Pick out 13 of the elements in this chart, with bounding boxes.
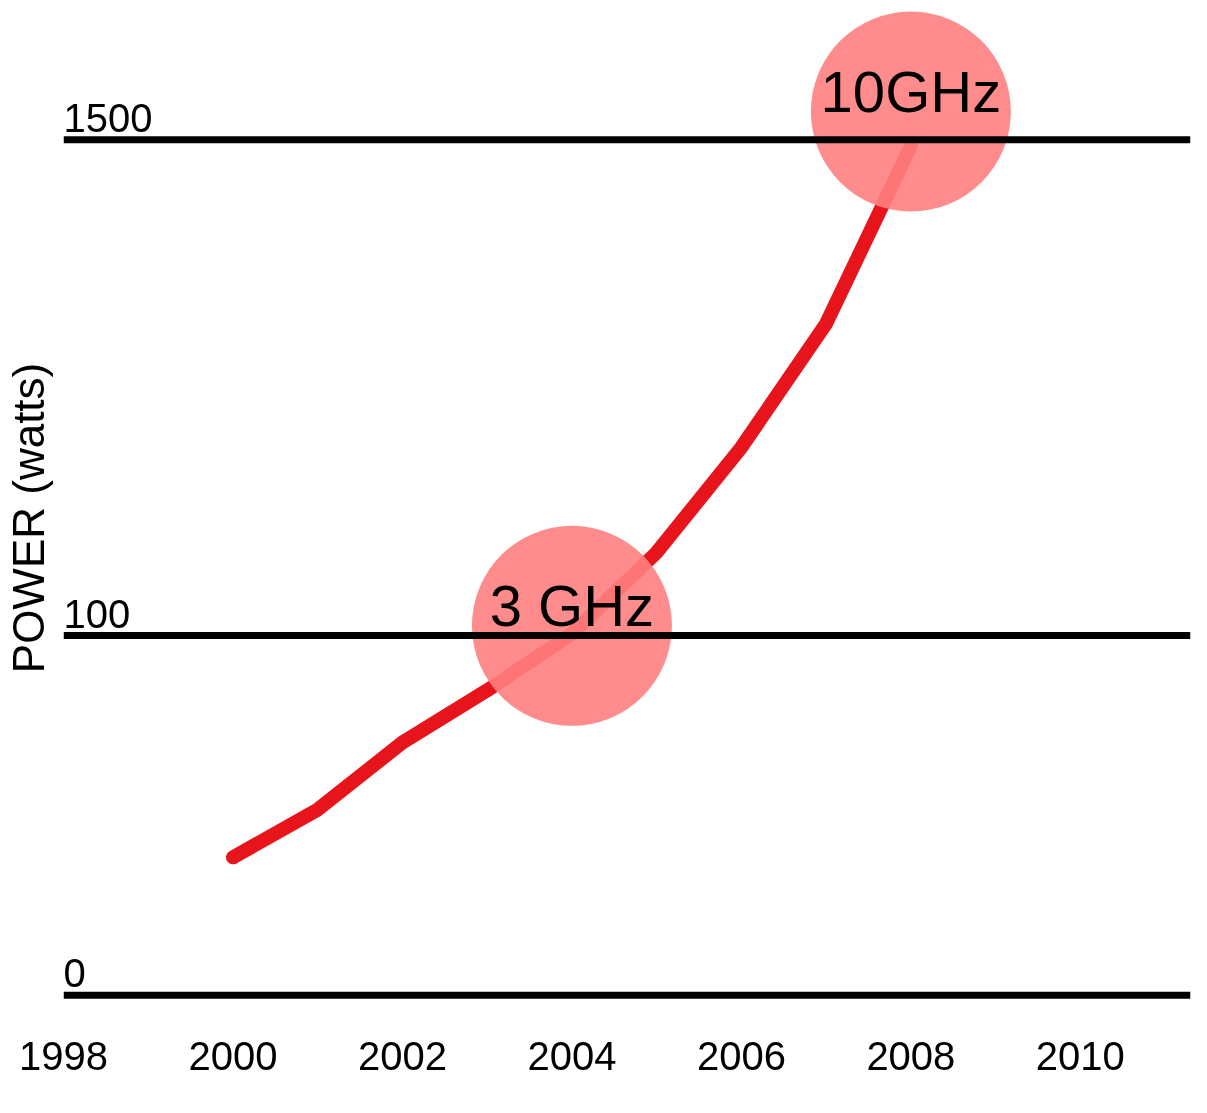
x-tick-label: 2010 xyxy=(1035,1033,1125,1078)
annotation: 100 xyxy=(63,591,131,636)
annotation: 3 GHz xyxy=(489,572,655,638)
y-axis-title: POWER (watts) xyxy=(3,362,53,674)
x-tick-label: 2000 xyxy=(188,1033,278,1078)
annotation: 1500 xyxy=(63,95,153,140)
x-tick-label: 1998 xyxy=(19,1033,108,1078)
x-tick-label: 2002 xyxy=(357,1033,447,1078)
annotation: 10GHz xyxy=(820,58,1002,124)
x-tick-label: 2006 xyxy=(696,1033,786,1078)
x-tick-label: 2004 xyxy=(527,1033,617,1078)
x-tick-label: 2008 xyxy=(866,1033,956,1078)
annotation: 0 xyxy=(63,951,86,996)
